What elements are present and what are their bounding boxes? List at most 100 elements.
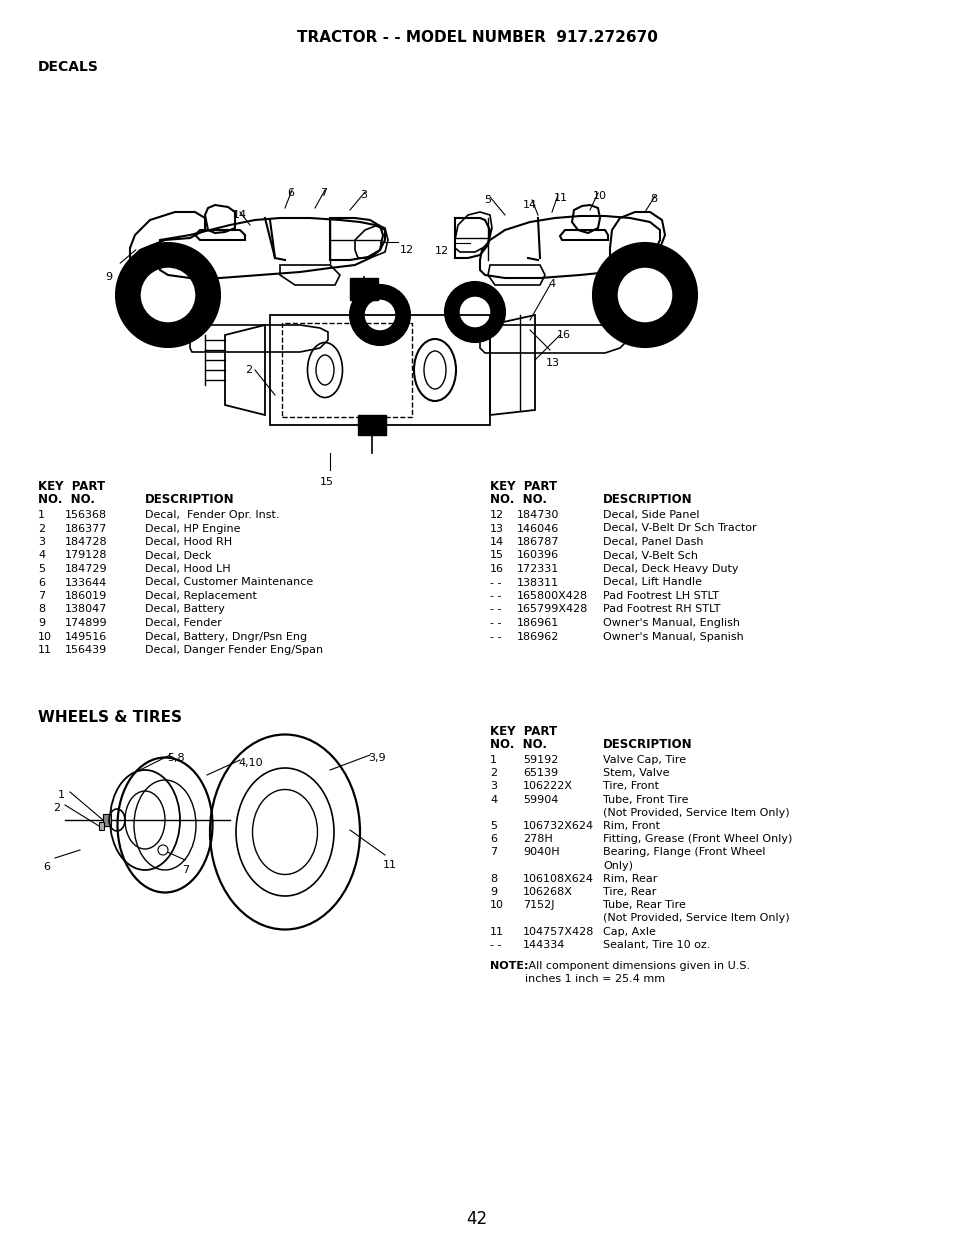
Text: 16: 16 [557, 330, 571, 340]
Text: 12: 12 [490, 510, 503, 520]
Ellipse shape [458, 296, 491, 329]
Text: 5: 5 [490, 821, 497, 831]
Text: DESCRIPTION: DESCRIPTION [145, 493, 234, 506]
Text: NO.  NO.: NO. NO. [38, 493, 95, 506]
Text: Decal, V-Belt Sch: Decal, V-Belt Sch [602, 551, 698, 561]
Text: 8: 8 [649, 194, 657, 204]
Text: Tire, Front: Tire, Front [602, 782, 659, 792]
Text: 144334: 144334 [522, 940, 565, 950]
Text: Decal, Replacement: Decal, Replacement [145, 592, 256, 601]
Text: Decal, Fender: Decal, Fender [145, 618, 222, 629]
Text: 7: 7 [319, 188, 327, 198]
Ellipse shape [444, 282, 504, 342]
Text: 11: 11 [38, 645, 52, 655]
Text: 186961: 186961 [517, 618, 558, 629]
Text: 12: 12 [435, 246, 449, 256]
Text: Rim, Front: Rim, Front [602, 821, 659, 831]
Text: - -: - - [490, 592, 501, 601]
Text: 15: 15 [319, 477, 334, 487]
Text: Valve Cap, Tire: Valve Cap, Tire [602, 755, 685, 764]
Text: Pad Footrest LH STLT: Pad Footrest LH STLT [602, 592, 719, 601]
Text: Pad Footrest RH STLT: Pad Footrest RH STLT [602, 604, 720, 615]
Text: 160396: 160396 [517, 551, 558, 561]
Text: 184729: 184729 [65, 564, 108, 574]
Ellipse shape [140, 267, 195, 324]
Text: 3: 3 [490, 782, 497, 792]
Text: Decal, V-Belt Dr Sch Tractor: Decal, V-Belt Dr Sch Tractor [602, 524, 756, 534]
Text: 149516: 149516 [65, 631, 107, 641]
Text: Decal, Battery, Dngr/Psn Eng: Decal, Battery, Dngr/Psn Eng [145, 631, 307, 641]
Bar [350, 278, 377, 300]
Text: (Not Provided, Service Item Only): (Not Provided, Service Item Only) [602, 914, 789, 924]
Text: Fitting, Grease (Front Wheel Only): Fitting, Grease (Front Wheel Only) [602, 834, 792, 845]
Text: Decal, Battery: Decal, Battery [145, 604, 225, 615]
Text: Tire, Rear: Tire, Rear [602, 887, 656, 897]
Text: 6: 6 [490, 834, 497, 845]
Text: 165799X428: 165799X428 [517, 604, 588, 615]
Text: 172331: 172331 [517, 564, 558, 574]
Text: 2: 2 [490, 768, 497, 778]
Text: 186962: 186962 [517, 631, 558, 641]
Text: 3: 3 [38, 537, 45, 547]
Text: 278H: 278H [522, 834, 552, 845]
Text: 59192: 59192 [522, 755, 558, 764]
Text: 186787: 186787 [517, 537, 558, 547]
Text: 11: 11 [490, 926, 503, 936]
Text: 6: 6 [43, 862, 50, 872]
Text: 156368: 156368 [65, 510, 107, 520]
Text: Decal, Panel Dash: Decal, Panel Dash [602, 537, 702, 547]
Text: 10: 10 [593, 191, 606, 201]
Text: DECALS: DECALS [38, 61, 99, 74]
Ellipse shape [350, 285, 410, 345]
Text: 16: 16 [490, 564, 503, 574]
Text: 11: 11 [382, 860, 396, 869]
Text: Decal, Danger Fender Eng/Span: Decal, Danger Fender Eng/Span [145, 645, 323, 655]
Text: Decal, Customer Maintenance: Decal, Customer Maintenance [145, 578, 313, 588]
Text: - -: - - [490, 578, 501, 588]
Text: 146046: 146046 [517, 524, 558, 534]
Text: Tube, Rear Tire: Tube, Rear Tire [602, 900, 685, 910]
Text: (Not Provided, Service Item Only): (Not Provided, Service Item Only) [602, 808, 789, 818]
Text: 138311: 138311 [517, 578, 558, 588]
Text: 106732X624: 106732X624 [522, 821, 594, 831]
Text: Owner's Manual, English: Owner's Manual, English [602, 618, 740, 629]
Text: Bearing, Flange (Front Wheel: Bearing, Flange (Front Wheel [602, 847, 764, 857]
Text: 1: 1 [58, 790, 65, 800]
Text: - -: - - [490, 618, 501, 629]
Text: 10: 10 [38, 631, 52, 641]
Text: Sealant, Tire 10 oz.: Sealant, Tire 10 oz. [602, 940, 710, 950]
Text: 106268X: 106268X [522, 887, 572, 897]
Text: 14: 14 [522, 200, 537, 210]
Text: inches 1 inch = 25.4 mm: inches 1 inch = 25.4 mm [524, 974, 664, 984]
Text: 179128: 179128 [65, 551, 108, 561]
Text: Decal, Hood LH: Decal, Hood LH [145, 564, 231, 574]
Text: DESCRIPTION: DESCRIPTION [602, 493, 692, 506]
Bar [103, 814, 111, 826]
Text: 9040H: 9040H [522, 847, 559, 857]
Text: 4: 4 [547, 279, 555, 289]
Text: 15: 15 [490, 551, 503, 561]
Text: Cap, Axle: Cap, Axle [602, 926, 655, 936]
Text: 184728: 184728 [65, 537, 108, 547]
Text: 6: 6 [287, 188, 294, 198]
Text: Owner's Manual, Spanish: Owner's Manual, Spanish [602, 631, 743, 641]
Text: 14: 14 [233, 210, 247, 220]
Ellipse shape [617, 267, 672, 324]
Text: 7152J: 7152J [522, 900, 554, 910]
Text: 5,8: 5,8 [167, 753, 185, 763]
Text: Tube, Front Tire: Tube, Front Tire [602, 794, 688, 804]
Text: Decal, HP Engine: Decal, HP Engine [145, 524, 240, 534]
Text: 1: 1 [38, 510, 45, 520]
Text: 13: 13 [490, 524, 503, 534]
Text: 2: 2 [38, 524, 45, 534]
Text: 11: 11 [554, 193, 567, 203]
Ellipse shape [158, 845, 168, 855]
Text: 42: 42 [466, 1210, 487, 1228]
Bar [99, 823, 104, 830]
Text: Rim, Rear: Rim, Rear [602, 874, 657, 884]
Text: 3,9: 3,9 [368, 753, 385, 763]
Text: 184730: 184730 [517, 510, 558, 520]
Text: 165800X428: 165800X428 [517, 592, 587, 601]
Text: KEY  PART: KEY PART [38, 480, 105, 493]
Text: 59904: 59904 [522, 794, 558, 804]
